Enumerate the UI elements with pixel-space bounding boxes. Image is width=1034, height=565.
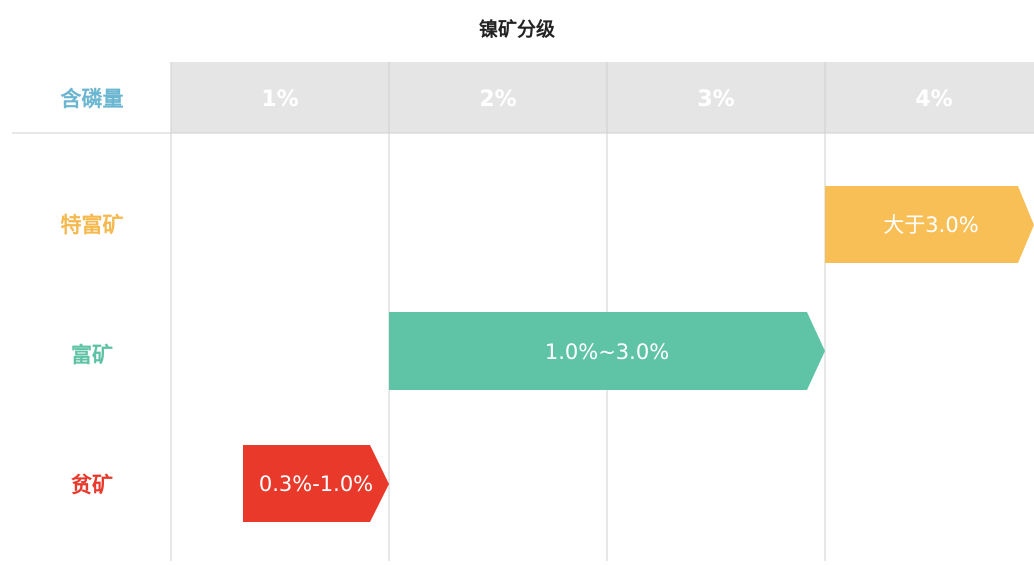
column-lines	[170, 62, 826, 561]
corner-label: 含磷量	[61, 87, 124, 111]
row-label: 特富矿	[61, 213, 124, 237]
header-band	[171, 62, 1034, 133]
row-label: 富矿	[71, 343, 113, 367]
column-label: 1%	[261, 87, 298, 112]
range-bar	[825, 186, 1034, 263]
title: 镍矿分级	[479, 18, 555, 41]
range-bar	[389, 312, 825, 390]
range-label: 1.0%~3.0%	[545, 340, 669, 364]
column-label: 4%	[915, 87, 952, 112]
column-label: 3%	[697, 87, 734, 112]
range-bar	[243, 445, 389, 522]
range-label: 大于3.0%	[883, 213, 978, 237]
range-label: 0.3%-1.0%	[259, 472, 373, 496]
row-label: 贫矿	[71, 473, 113, 497]
column-label: 2%	[479, 87, 516, 112]
